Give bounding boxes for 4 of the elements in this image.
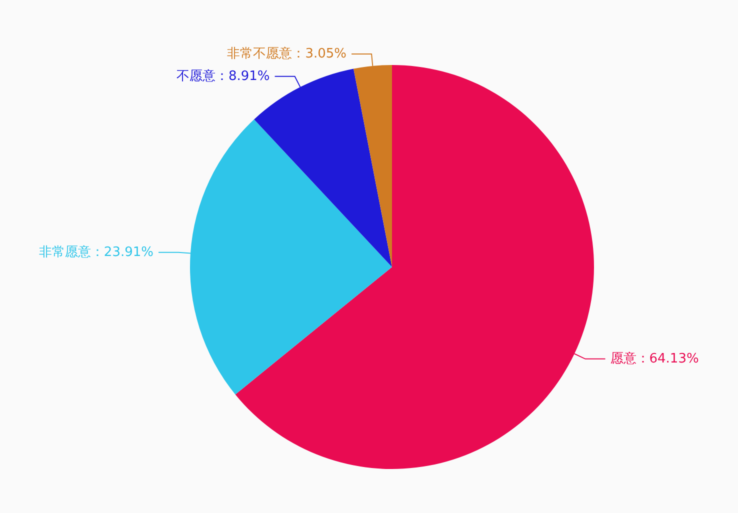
slice-label: 不愿意：8.91%: [176, 68, 270, 84]
slice-label: 非常不愿意：3.05%: [227, 46, 347, 62]
slice-label: 愿意：64.13%: [610, 351, 699, 366]
slice-label: 非常愿意：23.91%: [38, 244, 154, 260]
